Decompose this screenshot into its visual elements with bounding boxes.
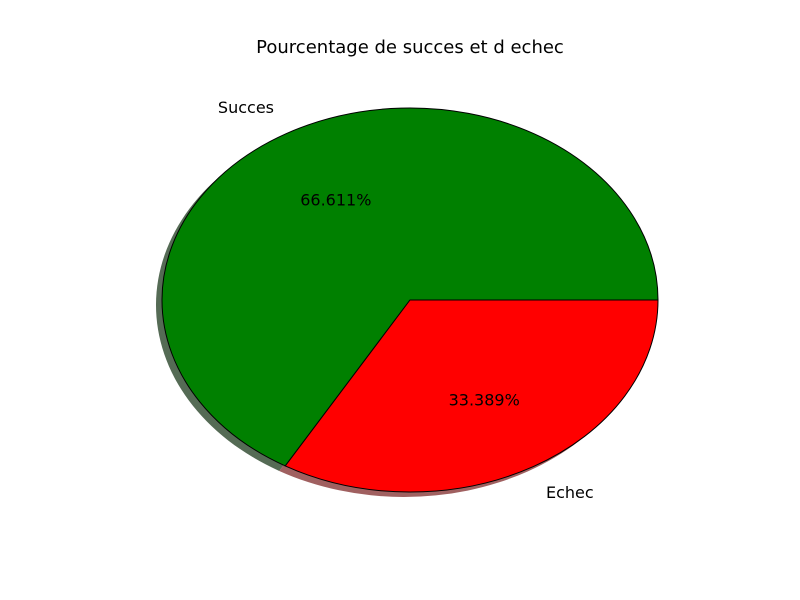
pie-slice-succes bbox=[161, 107, 659, 467]
slice-label-echec: Echec bbox=[546, 483, 594, 502]
chart-title: Pourcentage de succes et d echec bbox=[256, 37, 564, 58]
pie-slice-echec bbox=[284, 299, 659, 493]
pie-slices bbox=[161, 107, 659, 493]
pct-label-echec: 33.389% bbox=[449, 390, 520, 409]
pct-label-succes: 66.611% bbox=[300, 191, 371, 210]
pie-labels: Succes 66.611% Echec 33.389% bbox=[218, 98, 594, 502]
slice-label-succes: Succes bbox=[218, 98, 274, 117]
